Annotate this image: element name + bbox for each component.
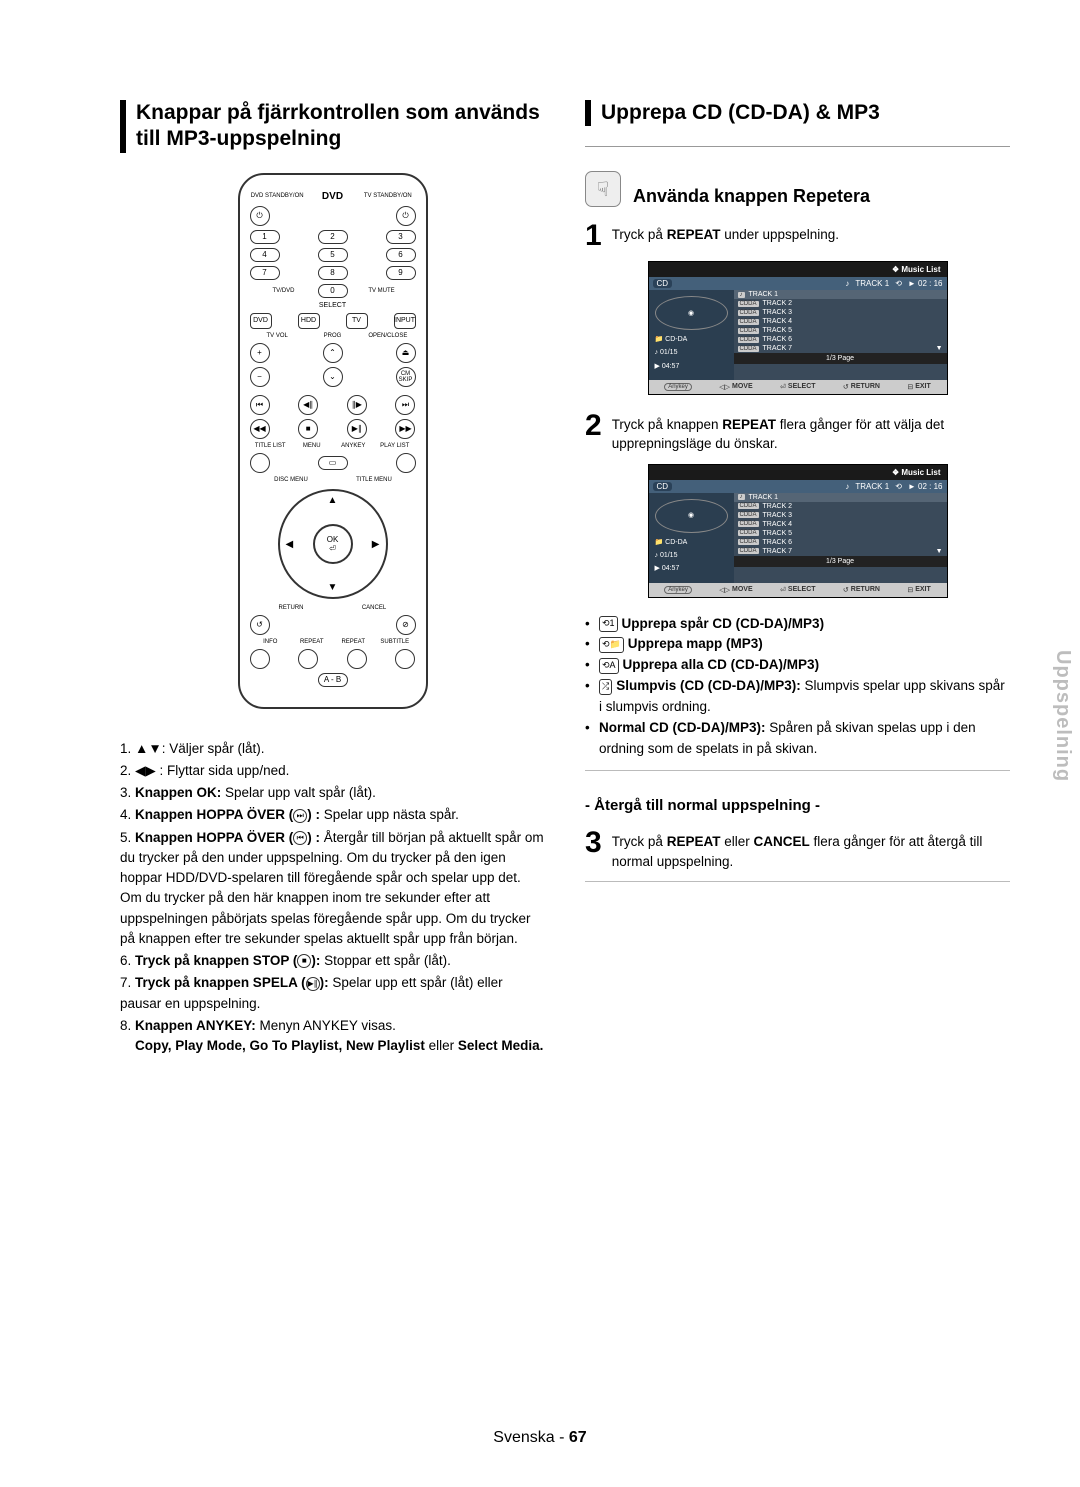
- sub-heading: Använda knappen Repetera: [633, 186, 870, 207]
- prog-up-icon: ⌃: [323, 343, 343, 363]
- list-item: 7. Tryck på knappen SPELA (▶∥): Spelar u…: [120, 973, 545, 1014]
- cmskip-icon: CM SKIP: [396, 367, 416, 387]
- list-item: 3. Knappen OK: Spelar upp valt spår (låt…: [120, 783, 545, 803]
- vol-down-icon: −: [250, 367, 270, 387]
- power-dvd-icon: ⏻: [250, 206, 270, 226]
- side-tab: Uppspelning: [1045, 640, 1080, 792]
- step-2: 2 Tryck på knappen REPEAT flera gånger f…: [585, 411, 1010, 454]
- cancel-icon: ⊘: [396, 615, 416, 635]
- play-pause-icon: ▶∥: [347, 419, 367, 439]
- step-back-icon: ◀∥: [298, 395, 318, 415]
- dpad: OK⏎ ▲ ▼ ◀ ▶: [278, 489, 388, 599]
- list-item: 8. Knappen ANYKEY: Menyn ANYKEY visas. C…: [120, 1016, 545, 1057]
- list-item: ⟲📁Upprepa mapp (MP3): [585, 634, 1010, 655]
- num-0: 0: [318, 284, 348, 298]
- right-column: Upprepa CD (CD-DA) & MP3 ☟ Använda knapp…: [585, 100, 1010, 1058]
- cd-icon: ◉: [655, 296, 728, 330]
- step-fwd-icon: ∥▶: [347, 395, 367, 415]
- step-number: 2: [585, 411, 602, 441]
- stop-small-icon: ■: [297, 954, 311, 968]
- play-small-icon: ▶∥: [306, 977, 320, 991]
- prog-down-icon: ⌄: [323, 367, 343, 387]
- next-icon: ⏭: [395, 395, 415, 415]
- enter-icon: ⏎: [329, 544, 336, 553]
- repeat-mode-list: ⟲1Upprepa spår CD (CD-DA)/MP3) ⟲📁Upprepa…: [585, 614, 1010, 760]
- list-item: ⤮Slumpvis (CD (CD-DA)/MP3): Slumpvis spe…: [585, 676, 1010, 718]
- step-number: 1: [585, 221, 602, 251]
- num-8: 8: [318, 266, 348, 280]
- left-arrow-icon: ◀: [286, 539, 294, 550]
- num-5: 5: [318, 248, 348, 262]
- instruction-list: 1. ▲▼: Väljer spår (låt). 2. ◀▶ : Flytta…: [120, 739, 545, 1057]
- list-item: 2. ◀▶ : Flyttar sida upp/ned.: [120, 761, 545, 781]
- list-item: 4. Knappen HOPPA ÖVER (⏭) : Spelar upp n…: [120, 805, 545, 825]
- hand-icon: ☟: [585, 171, 621, 207]
- num-1: 1: [250, 230, 280, 244]
- cd-icon: ◉: [655, 499, 728, 533]
- tv-standby-label: TV STANDBY/ON: [360, 193, 415, 199]
- step-1: 1 Tryck på REPEAT under uppspelning.: [585, 221, 1010, 251]
- num-9: 9: [386, 266, 416, 280]
- power-tv-icon: ⏻: [396, 206, 416, 226]
- ffwd-icon: ▶▶: [395, 419, 415, 439]
- list-item: 6. Tryck på knappen STOP (■): Stoppar et…: [120, 951, 545, 971]
- osd-screenshot-2: ❖ Music List CD♪TRACK 1⟲► 02 : 16 ◉ 📁 CD…: [648, 464, 948, 598]
- left-section-title: Knappar på fjärrkontrollen som används t…: [120, 100, 545, 153]
- repeat-folder-icon: ⟲📁: [599, 637, 624, 653]
- divider: [585, 770, 1010, 771]
- skip-next-icon: ⏭: [293, 809, 307, 823]
- num-3: 3: [386, 230, 416, 244]
- num-7: 7: [250, 266, 280, 280]
- up-arrow-icon: ▲: [328, 495, 338, 506]
- list-item: ⟲1Upprepa spår CD (CD-DA)/MP3): [585, 614, 1010, 635]
- stop-icon: ■: [298, 419, 318, 439]
- num-2: 2: [318, 230, 348, 244]
- step-number: 3: [585, 828, 602, 858]
- list-item: Normal CD (CD-DA)/MP3): Spåren på skivan…: [585, 718, 1010, 760]
- remote-illustration: DVD STANDBY/ON DVD TV STANDBY/ON ⏻⏻ 123 …: [120, 173, 545, 709]
- num-4: 4: [250, 248, 280, 262]
- skip-prev-icon: ⏮: [293, 831, 307, 845]
- return-icon: ↺: [250, 615, 270, 635]
- divider: [585, 146, 1010, 147]
- vol-up-icon: +: [250, 343, 270, 363]
- num-6: 6: [386, 248, 416, 262]
- repeat-all-icon: ⟲A: [599, 658, 619, 674]
- dvd-standby-label: DVD STANDBY/ON: [250, 193, 305, 199]
- return-normal-heading: - Återgå till normal uppspelning -: [585, 797, 1010, 814]
- list-item: ⟲AUpprepa alla CD (CD-DA)/MP3): [585, 655, 1010, 676]
- divider: [585, 881, 1010, 882]
- repeat-track-icon: ⟲1: [599, 616, 618, 632]
- prev-icon: ⏮: [250, 395, 270, 415]
- left-column: Knappar på fjärrkontrollen som används t…: [120, 100, 545, 1058]
- page-footer: Svenska - 67: [0, 1429, 1080, 1447]
- down-arrow-icon: ▼: [328, 582, 338, 593]
- eject-icon: ⏏: [396, 343, 416, 363]
- right-section-title: Upprepa CD (CD-DA) & MP3: [585, 100, 1010, 126]
- right-arrow-icon: ▶: [372, 539, 380, 550]
- shuffle-icon: ⤮: [599, 679, 612, 695]
- list-item: 5. Knappen HOPPA ÖVER (⏮) : Återgår till…: [120, 828, 545, 950]
- list-item: 1. ▲▼: Väljer spår (låt).: [120, 739, 545, 759]
- step-3: 3 Tryck på REPEAT eller CANCEL flera gån…: [585, 828, 1010, 871]
- rewind-icon: ◀◀: [250, 419, 270, 439]
- osd-screenshot-1: ❖ Music List CD♪TRACK 1⟲► 02 : 16 ◉ 📁 CD…: [648, 261, 948, 395]
- dvd-logo: DVD: [305, 191, 360, 202]
